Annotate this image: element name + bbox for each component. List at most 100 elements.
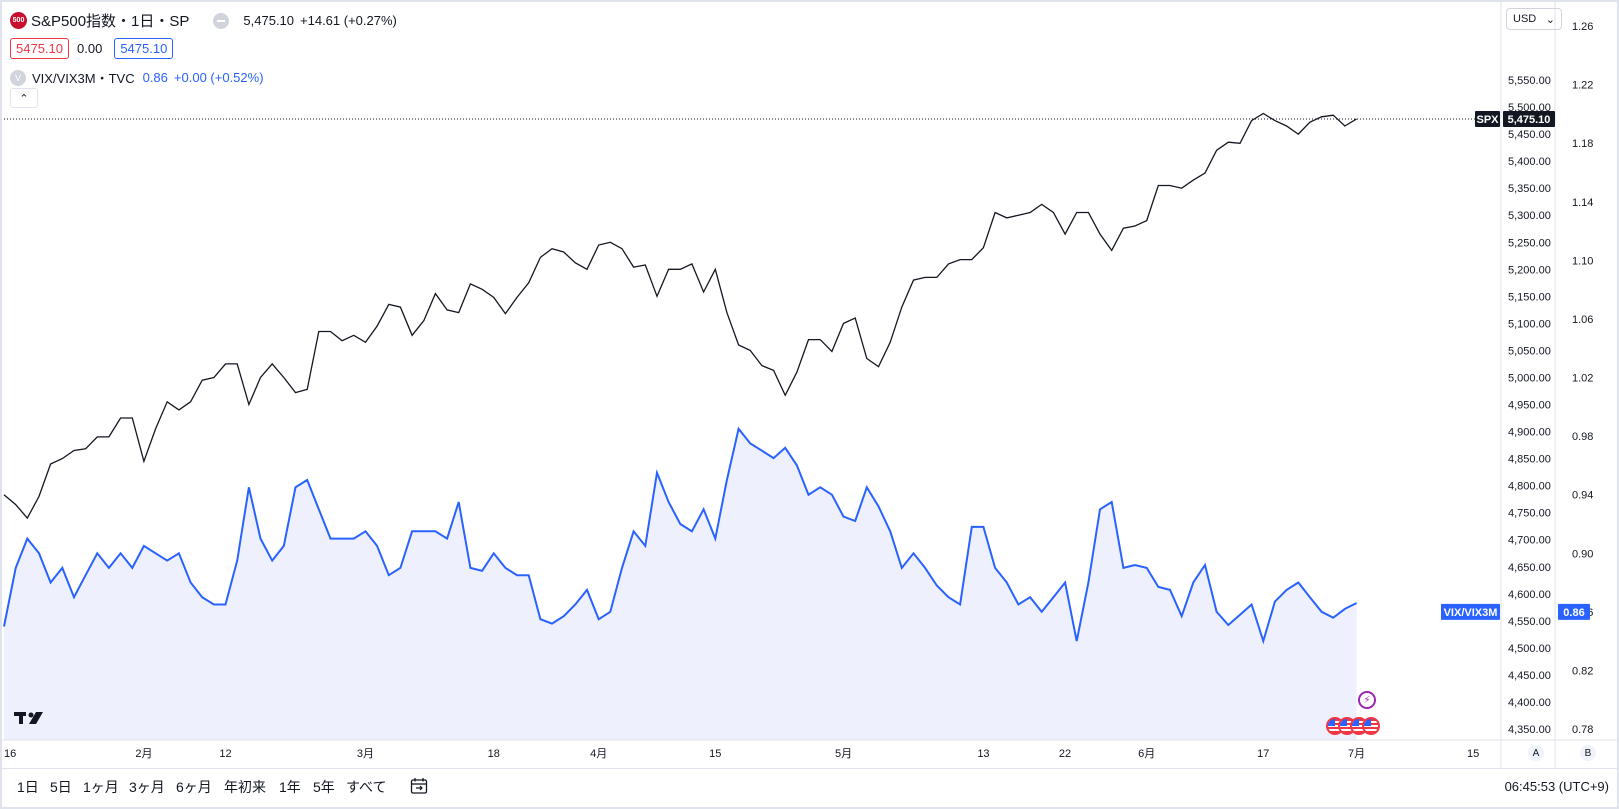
- x-axis-tick-label: 3月: [357, 748, 374, 760]
- bottom-toolbar: 1日 5日 1ヶ月 3ヶ月 6ヶ月 年初来 1年 5年 すべて 06:45:53…: [2, 768, 1617, 808]
- vix-series-tag-bg: [1441, 603, 1500, 620]
- range-ytd-button[interactable]: 年初来: [224, 779, 266, 795]
- spx-axis-tick-label: 5,150.00: [1508, 291, 1551, 303]
- vix-axis-tick-label: 1.06: [1572, 314, 1593, 326]
- spx-axis-tick-label: 4,750.00: [1508, 508, 1551, 520]
- x-axis-tick-label: 12: [219, 748, 231, 760]
- x-axis-tick-label: 22: [1059, 748, 1071, 760]
- spx-axis-tick-label: 5,250.00: [1508, 237, 1551, 249]
- compare-symbol-name[interactable]: VIX/VIX3M・TVC: [32, 71, 135, 86]
- compare-change: +0.00 (+0.52%): [173, 70, 264, 85]
- spx-axis-tick-label: 5,200.00: [1508, 264, 1551, 276]
- sp500-symbol-icon: 500: [10, 12, 27, 29]
- spx-axis-tick-label: 5,300.00: [1508, 210, 1551, 222]
- spx-last-price-label: 5,475.10: [1508, 114, 1551, 126]
- x-axis-tick-label: 4月: [590, 748, 607, 760]
- vix-axis-tick-label: 1.10: [1572, 255, 1593, 267]
- x-axis-tick-label: 6月: [1138, 748, 1155, 760]
- spx-axis-tick-label: 4,800.00: [1508, 481, 1551, 493]
- price-change: +14.61 (+0.27%): [300, 13, 397, 28]
- range-all-button[interactable]: すべて: [346, 779, 387, 795]
- range-1d-button[interactable]: 1日: [17, 779, 39, 795]
- currency-label: USD: [1513, 13, 1537, 25]
- axis-a-button[interactable]: A: [1528, 745, 1544, 761]
- tradingview-logo-icon[interactable]: [14, 710, 46, 726]
- clock-timezone[interactable]: 06:45:53 (UTC+9): [1504, 779, 1609, 794]
- spx-axis-tick-label: 4,350.00: [1508, 724, 1551, 736]
- vix-axis-tick-label: 1.26: [1572, 21, 1593, 33]
- spx-series-tag: SPX: [1476, 114, 1499, 126]
- x-axis-tick-label: 15: [1467, 748, 1479, 760]
- x-axis-tick-label: 18: [488, 748, 500, 760]
- x-axis-tick-label: 16: [4, 748, 16, 760]
- x-axis-tick-label: 15: [709, 748, 721, 760]
- spx-axis-tick-label: 4,900.00: [1508, 427, 1551, 439]
- spx-axis-tick-label: 4,950.00: [1508, 400, 1551, 412]
- spx-axis-tick-label: 4,850.00: [1508, 454, 1551, 466]
- x-axis-tick-label: 5月: [835, 748, 852, 760]
- bid-price[interactable]: 5475.10: [10, 38, 69, 59]
- x-axis-tick-label: 17: [1257, 748, 1269, 760]
- range-1y-button[interactable]: 1年: [279, 779, 301, 795]
- currency-select[interactable]: USD ⌄: [1506, 8, 1562, 30]
- spx-axis-tick-label: 4,450.00: [1508, 670, 1551, 682]
- vix-area-fill: [4, 428, 1357, 740]
- spx-last-price-label-bg: [1503, 110, 1555, 127]
- spx-axis-tick-label: 4,650.00: [1508, 562, 1551, 574]
- vix-axis-tick-label: 1.14: [1572, 197, 1593, 209]
- range-5d-button[interactable]: 5日: [50, 779, 72, 795]
- bid-ask-row: 5475.10 0.00 5475.10: [10, 38, 181, 59]
- main-legend: 500 S&P500指数・1日・SP 5,475.10 +14.61 (+0.2…: [10, 10, 403, 31]
- chevron-down-icon: ⌄: [1545, 13, 1555, 26]
- spx-axis-tick-label: 4,400.00: [1508, 697, 1551, 709]
- vix-axis-tick-label: 0.78: [1572, 724, 1593, 736]
- vix-last-value-label: 0.86: [1563, 607, 1584, 619]
- hide-series-icon[interactable]: [213, 12, 230, 29]
- calendar-range-icon[interactable]: [410, 777, 428, 795]
- range-6m-button[interactable]: 6ヶ月: [176, 779, 212, 795]
- range-1m-button[interactable]: 1ヶ月: [83, 779, 119, 795]
- spx-axis-tick-label: 4,700.00: [1508, 535, 1551, 547]
- vix-axis-tick-label: 1.02: [1572, 373, 1593, 385]
- vix-symbol-icon: V: [10, 69, 26, 86]
- x-axis-tick-label: 13: [977, 748, 989, 760]
- chevron-up-icon: ⌃: [19, 92, 29, 105]
- range-5y-button[interactable]: 5年: [313, 779, 335, 795]
- x-axis-tick-label: 2月: [135, 748, 152, 760]
- vix-axis-tick-label: 0.94: [1572, 490, 1593, 502]
- spx-axis-tick-label: 5,450.00: [1508, 129, 1551, 141]
- vix-axis-tick-label: 0.82: [1572, 665, 1593, 677]
- us-flag-icon[interactable]: [1362, 717, 1380, 735]
- spx-axis-tick-label: 5,550.00: [1508, 75, 1551, 87]
- spx-axis-tick-label: 4,600.00: [1508, 589, 1551, 601]
- spx-axis-tick-label: 4,500.00: [1508, 643, 1551, 655]
- vix-axis-tick-label: 1.22: [1572, 80, 1593, 92]
- spx-series-line[interactable]: [3, 112, 1357, 520]
- vix-axis-tick-label: 1.18: [1572, 138, 1593, 150]
- ask-price[interactable]: 5475.10: [114, 38, 174, 59]
- axis-b-button[interactable]: B: [1580, 745, 1596, 761]
- x-axis-tick-label: 7月: [1348, 748, 1365, 760]
- spx-axis-tick-label: 5,100.00: [1508, 318, 1551, 330]
- last-price: 5,475.10: [243, 13, 295, 28]
- spx-axis-tick-label: 5,000.00: [1508, 372, 1551, 384]
- compare-legend: V VIX/VIX3M・TVC 0.86 +0.00 (+0.52%): [10, 68, 270, 87]
- vix-axis-tick-label: 0.90: [1572, 548, 1593, 560]
- lightning-event-icon[interactable]: ⚡: [1358, 691, 1376, 709]
- vix-last-value-label-bg: [1558, 603, 1590, 620]
- spx-series-tag-bg: [1475, 110, 1500, 127]
- vix-axis-tick-label: 0.98: [1572, 431, 1593, 443]
- vix-series-tag: VIX/VIX3M: [1444, 607, 1498, 619]
- spx-axis-tick-label: 4,550.00: [1508, 616, 1551, 628]
- spx-axis-tick-label: 5,400.00: [1508, 156, 1551, 168]
- spread-value: 0.00: [77, 41, 103, 56]
- spx-axis-tick-label: 5,050.00: [1508, 345, 1551, 357]
- range-3m-button[interactable]: 3ヶ月: [129, 779, 165, 795]
- collapse-legend-button[interactable]: ⌃: [10, 88, 38, 108]
- compare-value: 0.86: [142, 70, 168, 85]
- symbol-title[interactable]: S&P500指数・1日・SP: [31, 13, 190, 30]
- vix-series-line[interactable]: [3, 426, 1358, 645]
- spx-axis-tick-label: 5,350.00: [1508, 183, 1551, 195]
